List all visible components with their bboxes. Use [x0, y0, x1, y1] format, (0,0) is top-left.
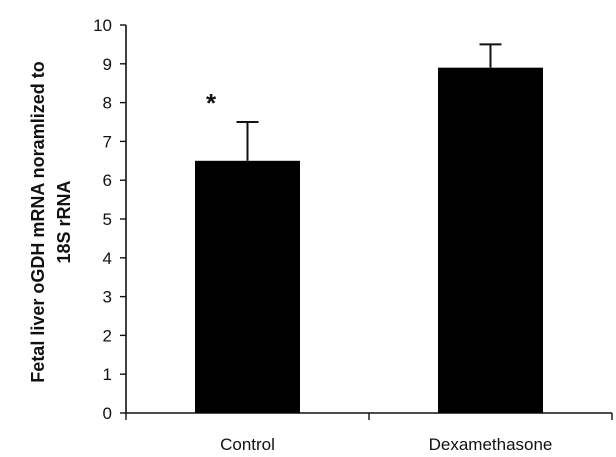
y-tick-label-6: 6: [103, 171, 112, 190]
y-tick-label-7: 7: [103, 132, 112, 151]
bars-layer: [195, 68, 543, 413]
y-axis-label-line-1: Fetal liver oGDH mRNA noramlized to: [28, 61, 48, 382]
y-axis-label: Fetal liver oGDH mRNA noramlized to 18S …: [28, 61, 74, 382]
y-tick-label-5: 5: [103, 210, 112, 229]
x-category-label-1: Dexamethasone: [429, 435, 553, 454]
y-tick-label-2: 2: [103, 326, 112, 345]
bar-0: [195, 161, 300, 413]
y-axis-label-line-2: 18S rRNA: [54, 180, 74, 263]
significance-marker-0: *: [206, 88, 217, 118]
bar-1: [438, 68, 543, 413]
y-tick-label-0: 0: [103, 404, 112, 423]
x-axis: Control Dexamethasone: [126, 413, 612, 454]
y-tick-label-8: 8: [103, 94, 112, 113]
y-tick-label-3: 3: [103, 288, 112, 307]
x-category-label-0: Control: [220, 435, 275, 454]
y-tick-label-4: 4: [103, 249, 112, 268]
annotations-layer: *: [206, 88, 217, 118]
y-tick-label-9: 9: [103, 55, 112, 74]
y-tick-label-1: 1: [103, 365, 112, 384]
y-axis: 0 1 2 3 4 5 6 7 8 9 10: [93, 16, 126, 423]
y-tick-label-10: 10: [93, 16, 112, 35]
